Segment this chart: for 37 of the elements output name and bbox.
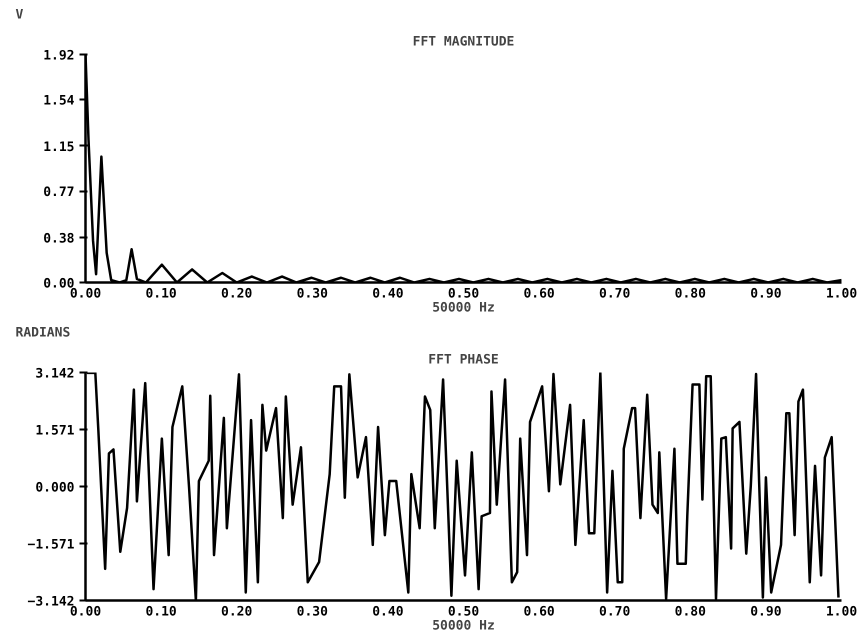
y-axis-title: RADIANS [16,326,70,340]
x-tick-label: 0.10 [145,286,177,302]
x-tick-label: 0.90 [750,604,782,620]
x-tick-label: 0.20 [221,286,253,302]
x-tick-label: 0.10 [145,604,177,620]
x-tick-label: 0.60 [523,286,555,302]
y-tick-label: 0.77 [43,185,75,200]
chart-title: FFT PHASE [428,352,499,368]
x-tick-label: 0.50 [448,286,480,302]
y-tick-label: 1.15 [43,140,75,155]
x-tick-label: 0.70 [599,604,631,620]
x-tick-label: 1.00 [826,604,858,620]
x-tick-label: 0.70 [599,286,631,302]
y-tick-label: −1.571 [28,538,75,552]
x-tick-label: 0.30 [296,286,328,302]
x-tick-label: 0.00 [70,286,102,302]
x-axis-title: 50000 Hz [432,618,495,634]
x-tick-label: 0.60 [523,604,555,620]
x-axis-title: 50000 Hz [432,300,495,316]
x-tick-label: 0.80 [674,286,706,302]
chart-title: FFT MAGNITUDE [412,34,514,50]
y-tick-label: 3.142 [35,366,75,382]
x-tick-label: 0.40 [372,286,404,302]
x-tick-label: 0.80 [674,604,706,620]
y-tick-label: 0.38 [43,231,75,246]
y-tick-label: 1.92 [43,48,75,64]
x-tick-label: 0.50 [448,604,480,620]
x-tick-label: 0.00 [70,604,102,620]
y-tick-label: 1.54 [43,94,75,109]
y-tick-label: 0.000 [35,480,75,496]
x-tick-label: 0.20 [221,604,253,620]
y-tick-label: 1.571 [35,424,75,438]
x-tick-label: 0.90 [750,286,782,302]
y-axis-title: V [16,8,24,22]
x-tick-label: 0.30 [296,604,328,620]
x-tick-label: 0.40 [372,604,404,620]
x-tick-label: 1.00 [826,286,858,302]
